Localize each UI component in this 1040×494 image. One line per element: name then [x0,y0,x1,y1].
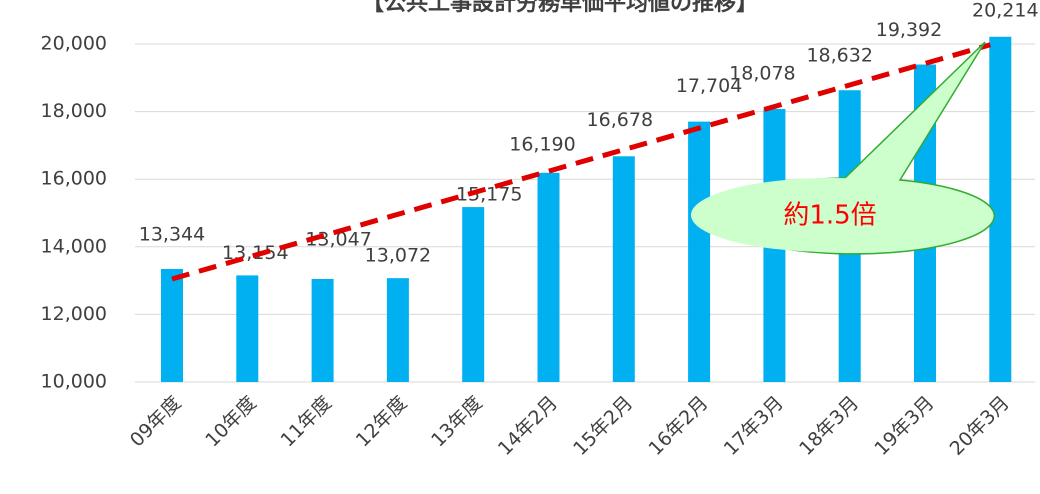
trend-line [171,42,991,282]
data-label: 13,344 [139,223,205,245]
data-label: 18,632 [806,45,872,67]
chart-title: 【公共工事設計労務単価平均値の推移】 [362,0,758,16]
y-tick-label: 10,000 [41,371,107,393]
y-tick-label: 16,000 [41,168,107,190]
x-tick-label: 13年度 [427,392,487,452]
x-tick-label: 11年度 [276,392,336,452]
bar [386,278,409,382]
bar [989,36,1012,383]
data-label: 15,175 [456,184,522,206]
bar [537,172,560,382]
x-tick-label: 12年度 [352,392,412,452]
bar [161,268,183,382]
callout-body [691,178,969,252]
y-tick-label: 14,000 [41,235,107,257]
data-label: 18,078 [729,62,795,84]
y-tick-label: 20,000 [41,33,107,55]
x-tick-label: 14年2月 [494,392,562,460]
x-tick-label: 18年3月 [795,392,863,460]
bar [236,275,259,382]
data-label: 19,392 [876,19,942,41]
data-label: 16,190 [509,133,575,155]
x-tick-label: 09年度 [126,392,186,452]
bar [688,121,711,382]
x-tick-label: 16年2月 [644,392,712,460]
bar [612,156,635,382]
bar [462,207,485,382]
x-tick-label: 20年3月 [946,392,1014,460]
annotation: 約1.5倍 [783,201,876,231]
data-label: 20,214 [972,0,1038,21]
x-tick-label: 10年度 [201,392,261,452]
x-tick-label: 19年3月 [870,392,938,460]
x-tick-label: 17年3月 [720,392,788,460]
y-tick-label: 18,000 [41,100,107,122]
data-label: 16,678 [587,109,653,131]
x-tick-label: 15年2月 [569,392,637,460]
data-label: 13,072 [365,245,431,267]
bar [311,279,334,382]
data-label: 17,704 [676,75,742,97]
y-tick-label: 12,000 [41,303,107,325]
